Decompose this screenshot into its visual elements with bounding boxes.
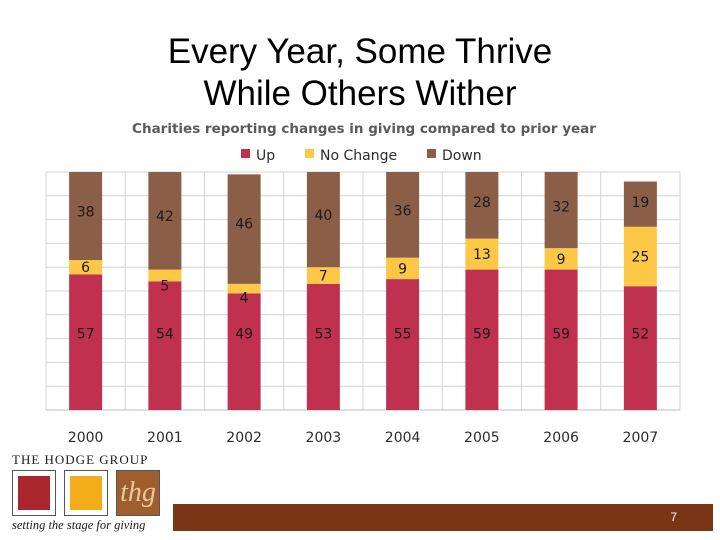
bar-up-2003 <box>306 283 340 410</box>
slide-number: 7 <box>670 510 677 524</box>
chart-bars <box>69 172 657 410</box>
x-tick-label-2003: 2003 <box>306 430 342 446</box>
data-label-down-2007: 19 <box>631 195 649 211</box>
bar-no-change-2002 <box>227 283 261 294</box>
legend-swatch-down <box>427 149 436 158</box>
data-label-no-change-2007: 25 <box>631 249 649 265</box>
chart-gridlines <box>45 171 681 411</box>
bar-no-change-2005 <box>465 238 499 270</box>
data-label-no-change-2006: 9 <box>557 252 566 268</box>
bar-down-2002 <box>227 174 261 284</box>
data-label-no-change-2003: 7 <box>319 269 328 285</box>
data-label-no-change-2001: 5 <box>160 278 169 294</box>
data-label-down-2003: 40 <box>314 208 332 224</box>
legend-label-down: Down <box>442 148 482 164</box>
bar-up-2004 <box>386 279 420 410</box>
logo-thg-monogram: thg <box>120 477 156 508</box>
x-tick-label-2007: 2007 <box>623 430 659 446</box>
data-label-up-2004: 55 <box>394 327 412 343</box>
data-label-down-2004: 36 <box>394 204 412 220</box>
chart-data-labels: 57 6 38 54 5 42 49 4 46 53 7 40 55 9 36 59 13 28 59 9 32 52 25… <box>77 195 650 343</box>
bar-down-2004 <box>386 172 420 258</box>
chart-x-tick-labels: 2000 2001 2002 2003 2004 2005 2006 2007 <box>68 430 658 446</box>
bar-down-2001 <box>148 172 182 270</box>
data-label-up-2003: 53 <box>314 327 332 343</box>
slide-title-line-1: Every Year, Some Thrive <box>167 32 553 71</box>
logo-brown-square: thg <box>116 470 160 516</box>
data-label-down-2001: 42 <box>156 209 174 225</box>
bar-no-change-2003 <box>306 267 340 284</box>
x-tick-label-2001: 2001 <box>147 430 183 446</box>
data-label-up-2007: 52 <box>631 327 649 343</box>
bar-up-2000 <box>69 274 103 410</box>
data-label-down-2005: 28 <box>473 195 491 211</box>
data-label-no-change-2005: 13 <box>473 247 491 263</box>
data-label-up-2002: 49 <box>235 327 253 343</box>
x-tick-label-2000: 2000 <box>68 430 104 446</box>
bar-up-2002 <box>227 293 261 410</box>
data-label-up-2000: 57 <box>77 327 95 343</box>
x-tick-label-2002: 2002 <box>226 430 262 446</box>
bar-no-change-2000 <box>69 260 103 275</box>
bar-no-change-2004 <box>386 257 420 280</box>
data-label-down-2006: 32 <box>552 199 570 215</box>
data-label-down-2000: 38 <box>77 205 95 221</box>
x-tick-label-2006: 2006 <box>543 430 579 446</box>
chart-title: Charities reporting changes in giving co… <box>132 121 596 137</box>
bar-no-change-2007 <box>623 226 657 287</box>
data-label-no-change-2000: 6 <box>81 260 90 276</box>
bar-up-2001 <box>148 281 182 410</box>
bar-no-change-2001 <box>148 269 182 282</box>
legend-swatch-no-change <box>305 149 314 158</box>
logo-red-square <box>12 470 56 516</box>
bar-down-2000 <box>69 172 103 261</box>
legend-label-no-change: No Change <box>320 148 397 164</box>
data-label-up-2005: 59 <box>473 327 491 343</box>
bar-up-2006 <box>544 269 578 410</box>
legend-label-up: Up <box>256 148 275 164</box>
x-tick-label-2004: 2004 <box>385 430 421 446</box>
bar-down-2003 <box>306 172 340 268</box>
bar-up-2005 <box>465 269 499 410</box>
footer-bar: 7 <box>173 504 713 531</box>
bar-up-2007 <box>623 286 657 410</box>
logo-tagline: setting the stage for giving <box>12 518 146 532</box>
bar-down-2007 <box>623 181 657 227</box>
data-label-no-change-2004: 9 <box>398 261 407 277</box>
data-label-up-2006: 59 <box>552 327 570 343</box>
bar-down-2006 <box>544 172 578 249</box>
logo-yellow-square <box>64 470 108 516</box>
logo-mark: thg <box>12 470 162 518</box>
data-label-down-2002: 46 <box>235 217 253 233</box>
stacked-bar-chart: Charities reporting changes in giving co… <box>45 121 681 446</box>
bar-down-2005 <box>465 172 499 239</box>
legend-swatch-up <box>241 149 250 158</box>
data-label-up-2001: 54 <box>156 327 174 343</box>
chart-legend: Up No Change Down <box>241 148 482 164</box>
logo-company-name: THE HODGE GROUP <box>12 452 149 467</box>
data-label-no-change-2002: 4 <box>240 290 249 306</box>
bar-no-change-2006 <box>544 248 578 270</box>
slide-title-line-2: While Others Wither <box>203 74 517 113</box>
hodge-group-logo: THE HODGE GROUP thg setting the stage fo… <box>10 452 170 538</box>
x-tick-label-2005: 2005 <box>464 430 500 446</box>
